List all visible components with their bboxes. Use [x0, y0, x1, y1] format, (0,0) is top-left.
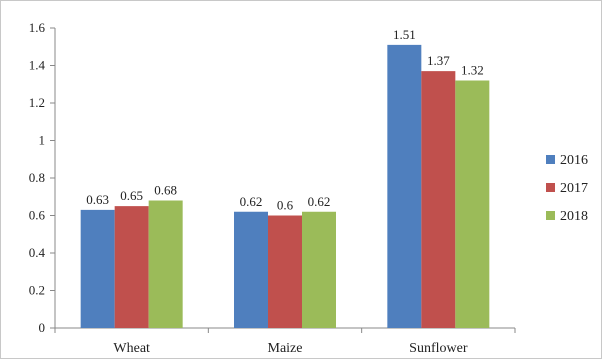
data-label: 0.62 [240, 194, 263, 209]
x-category-label: Maize [268, 341, 303, 356]
data-labels: 0.63 0.65 0.68 0.62 0.6 0.62 1.51 1.37 1.32 [86, 27, 483, 213]
legend-swatch-2016 [546, 155, 555, 164]
legend-label: 2018 [560, 209, 588, 224]
bar-maize-2016 [234, 211, 268, 328]
bar-wheat-2017 [114, 206, 149, 328]
legend-swatch-2017 [546, 183, 555, 192]
bar-sunflower-2017 [421, 71, 456, 328]
y-tick-label: 1.2 [29, 95, 45, 110]
data-label: 1.51 [393, 27, 416, 42]
x-category-label: Sunflower [409, 341, 468, 356]
bars [80, 44, 490, 328]
bar-maize-2018 [302, 211, 336, 328]
bar-wheat-2016 [80, 209, 115, 328]
data-label: 0.62 [308, 194, 331, 209]
data-label: 0.68 [154, 183, 177, 198]
data-label: 1.32 [461, 63, 484, 78]
y-tick-label: 0.2 [29, 283, 45, 298]
legend-label: 2017 [560, 181, 588, 196]
x-axis: Wheat Maize Sunflower [54, 327, 516, 356]
y-tick-label: 1 [39, 133, 46, 148]
bar-maize-2017 [268, 215, 302, 328]
data-label: 0.6 [277, 198, 294, 213]
legend-label: 2016 [560, 153, 588, 168]
y-tick-label: 0.6 [29, 208, 46, 223]
x-category-label: Wheat [113, 341, 150, 356]
legend-swatch-2018 [546, 211, 555, 220]
bar-sunflower-2016 [387, 44, 422, 328]
data-label: 1.37 [427, 53, 450, 68]
y-tick-label: 1.6 [29, 20, 46, 35]
y-tick-label: 0.8 [29, 170, 45, 185]
data-label: 0.65 [120, 188, 143, 203]
y-tick-label: 1.4 [29, 58, 46, 73]
legend: 2016 2017 2018 [546, 153, 588, 224]
y-axis: 0 0.2 0.4 0.6 0.8 1 1.2 1.4 1.6 [29, 20, 56, 335]
y-tick-label: 0 [39, 320, 46, 335]
bar-wheat-2018 [148, 200, 183, 328]
y-tick-label: 0.4 [29, 245, 46, 260]
data-label: 0.63 [86, 192, 109, 207]
bar-sunflower-2018 [455, 80, 490, 328]
